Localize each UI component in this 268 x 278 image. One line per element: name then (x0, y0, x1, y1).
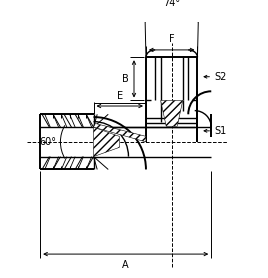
Polygon shape (94, 127, 119, 157)
Polygon shape (161, 100, 183, 126)
Polygon shape (94, 123, 146, 142)
Text: A: A (122, 260, 129, 270)
Text: F: F (169, 34, 174, 44)
Text: E: E (117, 91, 123, 101)
Text: S1: S1 (214, 126, 226, 136)
Text: 60°: 60° (40, 137, 57, 147)
Text: 74°: 74° (163, 0, 180, 8)
Text: B: B (122, 74, 128, 84)
Text: S2: S2 (214, 72, 226, 82)
